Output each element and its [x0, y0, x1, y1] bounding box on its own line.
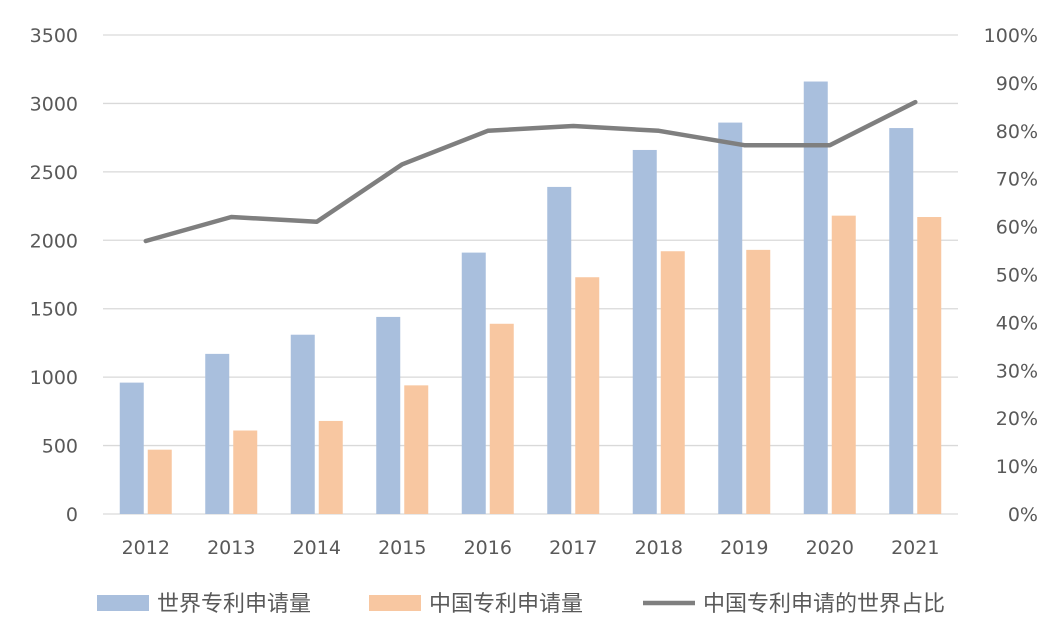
- y-left-tick-label: 0: [66, 504, 78, 526]
- x-tick-label: 2013: [207, 537, 255, 559]
- axes: 0 500 1000 1500 2000 2500 3000 3500 0% 10% 20% 30% 4…: [30, 25, 1038, 559]
- line-series: [143, 99, 918, 244]
- bar-china-2015: [404, 385, 429, 514]
- bar-world-2013: [205, 353, 230, 514]
- y-right-tick-label: 20%: [996, 408, 1038, 430]
- line-china-share: [143, 99, 918, 244]
- bar-china-2021: [917, 217, 942, 514]
- y-left-tick-label: 500: [42, 436, 78, 458]
- bar-world-2015: [376, 316, 401, 514]
- bar-world-2017: [547, 186, 572, 514]
- y-right-tick-label: 100%: [984, 25, 1038, 47]
- y-left-tick-label: 2000: [30, 230, 78, 252]
- legend-label-2: 中国专利申请的世界占比: [703, 592, 945, 617]
- y-right-tick-label: 60%: [996, 217, 1038, 239]
- bar-china-2016: [489, 323, 514, 514]
- x-tick-label: 2019: [720, 537, 768, 559]
- x-tick-label: 2012: [122, 537, 170, 559]
- x-tick-label: 2014: [293, 537, 341, 559]
- x-tick-label: 2021: [891, 537, 939, 559]
- bar-world-2021: [889, 128, 914, 514]
- legend-swatch-1: [369, 595, 421, 611]
- y-right-tick-label: 90%: [996, 73, 1038, 95]
- y-right-tick-label: 0%: [1008, 504, 1038, 526]
- bar-world-2019: [718, 122, 743, 515]
- bar-china-2020: [831, 215, 856, 514]
- y-left-tick-label: 2500: [30, 162, 78, 184]
- bar-china-2018: [660, 251, 685, 514]
- x-tick-label: 2017: [549, 537, 597, 559]
- bar-china-2014: [318, 420, 343, 514]
- bars: [119, 81, 942, 515]
- x-tick-label: 2015: [378, 537, 426, 559]
- y-right-tick-label: 30%: [996, 360, 1038, 382]
- y-right-tick-label: 70%: [996, 169, 1038, 191]
- y-right-tick-label: 80%: [996, 121, 1038, 143]
- y-right-tick-label: 10%: [996, 456, 1038, 478]
- bar-world-2016: [461, 252, 486, 515]
- bar-world-2014: [290, 334, 315, 514]
- bar-world-2020: [803, 81, 828, 514]
- y-right-tick-label: 50%: [996, 265, 1038, 287]
- legend-swatch-0: [97, 595, 149, 611]
- x-tick-label: 2016: [464, 537, 512, 559]
- y-left-tick-label: 1500: [30, 299, 78, 321]
- y-left-tick-label: 3500: [30, 25, 78, 47]
- y-left-tick-label: 1000: [30, 367, 78, 389]
- legend: 世界专利申请量 中国专利申请量 中国专利申请的世界占比: [97, 592, 945, 617]
- x-tick-label: 2020: [806, 537, 854, 559]
- gridlines: [103, 34, 958, 515]
- y-right-tick-label: 40%: [996, 312, 1038, 334]
- y-left-tick-label: 3000: [30, 93, 78, 115]
- bar-world-2018: [632, 149, 657, 514]
- bar-china-2013: [233, 430, 258, 514]
- x-tick-label: 2018: [635, 537, 683, 559]
- legend-label-1: 中国专利申请量: [429, 592, 583, 617]
- bar-china-2019: [746, 249, 771, 514]
- bar-world-2012: [119, 382, 144, 514]
- bar-china-2017: [575, 277, 600, 514]
- bar-china-2012: [147, 449, 172, 514]
- legend-label-0: 世界专利申请量: [157, 592, 311, 617]
